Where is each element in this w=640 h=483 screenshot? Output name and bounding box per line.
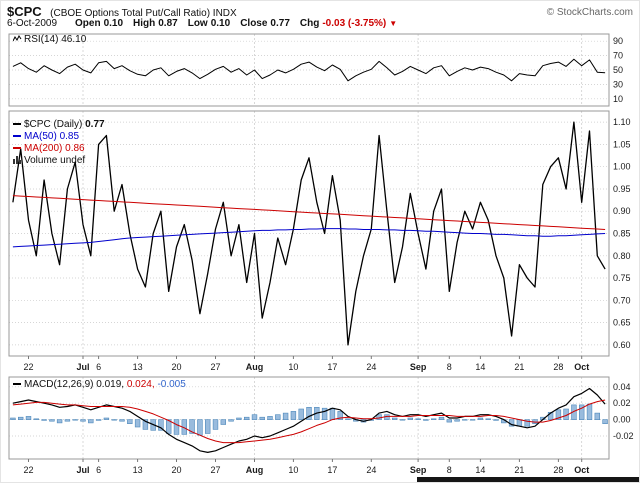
macd-hist-value: -0.005 (157, 379, 186, 390)
symbol-description: (CBOE Options Total Put/Call Ratio) INDX (50, 8, 237, 19)
ma50-legend-row: MA(50) 0.85 (13, 131, 105, 143)
macd-signal-value: 0.024, (126, 379, 155, 390)
svg-text:0.02: 0.02 (613, 398, 631, 408)
svg-text:14: 14 (475, 465, 485, 475)
svg-text:10: 10 (288, 465, 298, 475)
quote-chg-value: -0.03 (-3.75%) (322, 18, 387, 29)
svg-text:Aug: Aug (246, 465, 264, 475)
rsi-sparkline-icon (12, 34, 22, 47)
ma50-line-swatch-icon (13, 135, 21, 138)
svg-text:0.70: 0.70 (613, 295, 631, 305)
quote-high-value: 0.87 (158, 18, 178, 29)
svg-text:22: 22 (23, 362, 33, 372)
macd-line-swatch-icon (13, 383, 21, 386)
quote-close-label: Close (240, 18, 268, 29)
svg-text:28: 28 (553, 465, 563, 475)
change-down-icon: ▼ (389, 19, 398, 28)
svg-text:28: 28 (553, 362, 563, 372)
svg-text:0.75: 0.75 (613, 273, 631, 283)
svg-text:27: 27 (210, 362, 220, 372)
quote-row: 6-Oct-2009 Open 0.10 High 0.87 Low 0.10 Close 0.… (7, 18, 397, 29)
svg-text:1.10: 1.10 (613, 117, 631, 127)
svg-text:21: 21 (514, 362, 524, 372)
price-legend: $CPC (Daily) 0.77 MA(50) 0.85 MA(200) 0.… (13, 119, 105, 168)
macd-legend: MACD(12,26,9) 0.019, 0.024, -0.005 (13, 379, 186, 391)
svg-text:Aug: Aug (246, 362, 264, 372)
svg-text:Jul: Jul (77, 465, 90, 475)
svg-text:Sep: Sep (410, 465, 427, 475)
macd-legend-label: MACD(12,26,9) (24, 379, 94, 390)
copyright: © StockCharts.com (546, 7, 633, 18)
svg-text:0.65: 0.65 (613, 318, 631, 328)
svg-text:0.04: 0.04 (613, 382, 631, 392)
svg-text:27: 27 (210, 465, 220, 475)
svg-text:0.85: 0.85 (613, 229, 631, 239)
svg-text:Oct: Oct (574, 362, 589, 372)
bottom-dark-strip (417, 477, 639, 482)
ma200-legend-value: 0.86 (65, 143, 85, 154)
symbol: $CPC (7, 4, 42, 19)
svg-text:30: 30 (613, 79, 623, 89)
svg-text:0.60: 0.60 (613, 340, 631, 350)
svg-text:21: 21 (514, 465, 524, 475)
rsi-legend-label: RSI(14) (24, 34, 59, 45)
svg-text:90: 90 (613, 36, 623, 46)
svg-text:20: 20 (172, 465, 182, 475)
svg-text:13: 13 (133, 465, 143, 475)
svg-text:Sep: Sep (410, 362, 427, 372)
quote-chg-label: Chg (299, 18, 320, 29)
rsi-legend-value: 46.10 (61, 34, 87, 45)
svg-text:8: 8 (447, 465, 452, 475)
svg-text:50: 50 (613, 65, 623, 75)
ma200-legend-label: MA(200) (24, 143, 63, 154)
ma50-legend-label: MA(50) (24, 131, 57, 142)
svg-text:1.05: 1.05 (613, 139, 631, 149)
svg-text:14: 14 (475, 362, 485, 372)
svg-text:10: 10 (613, 94, 623, 104)
svg-text:0.00: 0.00 (613, 415, 631, 425)
svg-text:17: 17 (327, 362, 337, 372)
price-line-swatch-icon (13, 123, 21, 126)
svg-text:24: 24 (366, 465, 376, 475)
ma200-legend-row: MA(200) 0.86 (13, 143, 105, 155)
svg-text:6: 6 (96, 465, 101, 475)
macd-legend-value: 0.019, (96, 379, 125, 390)
svg-text:17: 17 (327, 465, 337, 475)
chart-header: $CPC (CBOE Options Total Put/Call Ratio)… (7, 3, 637, 19)
svg-text:13: 13 (133, 362, 143, 372)
ma50-legend-value: 0.85 (59, 131, 80, 142)
svg-text:6: 6 (96, 362, 101, 372)
svg-text:20: 20 (172, 362, 182, 372)
quote-high-label: High (133, 18, 156, 29)
price-legend-value: 0.77 (85, 119, 105, 130)
svg-text:0.95: 0.95 (613, 184, 631, 194)
svg-text:1.00: 1.00 (613, 162, 631, 172)
svg-text:-0.02: -0.02 (613, 431, 634, 441)
price-legend-row: $CPC (Daily) 0.77 (13, 119, 105, 131)
svg-text:Jul: Jul (77, 362, 90, 372)
quote-open-value: 0.10 (103, 18, 124, 29)
svg-text:8: 8 (447, 362, 452, 372)
ma200-line-swatch-icon (13, 147, 21, 150)
svg-text:22: 22 (23, 465, 33, 475)
quote-low-label: Low (187, 18, 208, 29)
volume-legend-row: Volume undef (13, 155, 105, 168)
volume-bars-icon (13, 155, 22, 168)
svg-text:0.90: 0.90 (613, 206, 631, 216)
quote-open-label: Open (75, 18, 101, 29)
volume-legend-label: Volume undef (24, 155, 86, 166)
price-legend-label: $CPC (Daily) (24, 119, 83, 130)
quote-close-value: 0.77 (270, 18, 290, 29)
svg-text:70: 70 (613, 51, 623, 61)
rsi-legend: RSI(14) 46.10 (12, 34, 87, 47)
svg-text:10: 10 (288, 362, 298, 372)
quote-low-value: 0.10 (210, 18, 231, 29)
ohlc-values: Open 0.10 High 0.87 Low 0.10 Close 0.77 Chg -0.03… (65, 18, 386, 29)
chart-canvas: 90 70 50 30 10 1.10 1.05 1.00 0.95 0.90 0.85 0.80 0.… (8, 33, 634, 475)
svg-text:24: 24 (366, 362, 376, 372)
quote-date: 6-Oct-2009 (7, 18, 58, 29)
svg-text:Oct: Oct (574, 465, 589, 475)
svg-text:0.80: 0.80 (613, 251, 631, 261)
